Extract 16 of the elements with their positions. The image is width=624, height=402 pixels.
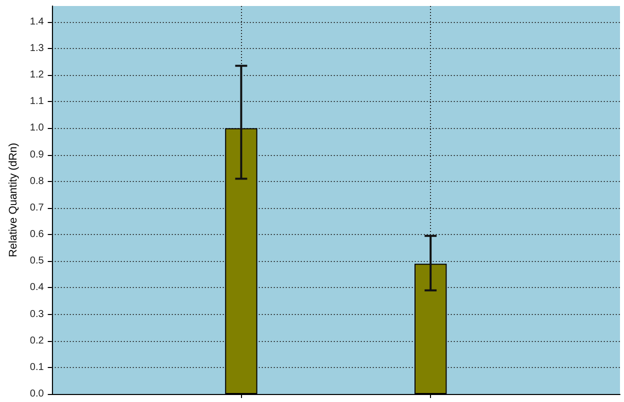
y-tick-label: 0.8 [30, 176, 44, 187]
y-tick-label: 0.0 [30, 388, 44, 400]
y-tick-label: 0.9 [30, 149, 44, 160]
y-axis-title: Relative Quantity (dRn) [8, 142, 20, 258]
y-tick-label: 1.0 [30, 122, 44, 134]
y-tick-label: 0.5 [30, 256, 44, 267]
y-tick-label: 0.7 [30, 202, 44, 214]
y-tick-label: 0.1 [30, 362, 44, 373]
y-tick-label: 1.4 [30, 16, 44, 28]
y-tick-label: 0.2 [30, 335, 44, 346]
y-tick-label: 0.6 [30, 229, 44, 240]
y-tick-label: 1.2 [30, 70, 44, 81]
y-tick-label: 0.4 [30, 282, 44, 294]
y-tick-label: 0.3 [30, 308, 44, 320]
y-tick-label: 1.1 [30, 96, 44, 108]
y-tick-label: 1.3 [30, 43, 44, 54]
